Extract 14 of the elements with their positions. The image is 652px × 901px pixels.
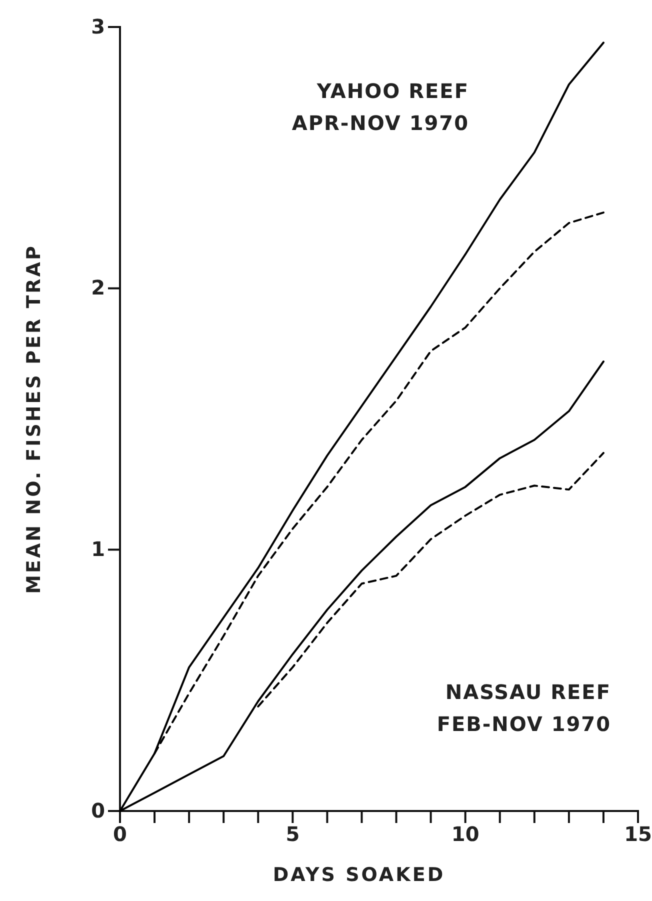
x-tick-label: 15 (624, 822, 652, 846)
annotation: YAHOO REEF (316, 79, 469, 103)
annotation: APR-NOV 1970 (292, 111, 469, 135)
y-tick-label: 1 (91, 537, 105, 562)
y-tick-label: 2 (91, 276, 105, 300)
y-axis-title: MEAN NO. FISHES PER TRAP (23, 244, 45, 594)
y-tick-label: 3 (91, 14, 105, 38)
x-axis-title: DAYS SOAKED (272, 864, 446, 886)
annotation: NASSAU REEF (445, 680, 611, 704)
x-tick-label: 10 (451, 822, 480, 846)
x-tick-label: 5 (286, 822, 300, 846)
annotation: FEB-NOV 1970 (436, 712, 611, 736)
y-tick-label: 0 (91, 798, 105, 822)
x-tick-label: 0 (113, 822, 127, 846)
